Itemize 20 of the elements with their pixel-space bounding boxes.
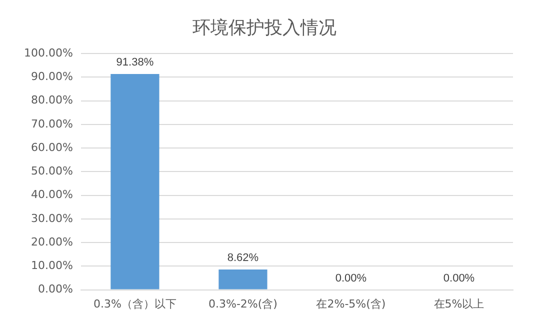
x-tick-label: 在5%以上	[434, 297, 484, 310]
x-tick-label: 0.3%（含）以下	[93, 297, 176, 310]
y-tick-label: 40.00%	[30, 188, 73, 202]
y-tick-label: 90.00%	[30, 70, 73, 84]
chart-title: 环境保护投入情况	[192, 17, 336, 38]
y-tick-label: 80.00%	[30, 94, 73, 107]
y-tick-label: 10.00%	[30, 259, 73, 272]
y-tick-label: 0.00%	[38, 282, 73, 296]
y-tick-label: 50.00%	[30, 164, 73, 178]
y-tick-label: 20.00%	[30, 235, 73, 248]
data-label: 8.62%	[227, 252, 259, 264]
y-tick-label: 60.00%	[30, 140, 73, 154]
y-tick-label: 70.00%	[30, 117, 73, 130]
x-tick-label: 0.3%-2%(含)	[208, 297, 278, 310]
data-label: 91.38%	[116, 56, 154, 68]
y-tick-label: 30.00%	[30, 212, 73, 225]
x-tick-label: 在2%-5%(含)	[316, 297, 386, 310]
data-label: 0.00%	[443, 272, 475, 284]
data-label: 0.00%	[335, 272, 367, 284]
y-tick-label: 100.00%	[24, 46, 73, 60]
